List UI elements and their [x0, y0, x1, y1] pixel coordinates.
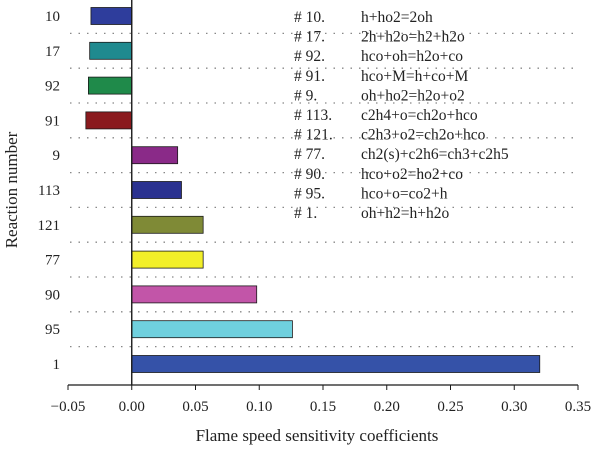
y-axis-title: Reaction number — [2, 131, 21, 248]
legend-reaction: hco+o2=ho2+co — [361, 166, 463, 183]
x-tick-label: 0.30 — [501, 399, 527, 415]
bar-reaction-10 — [90, 7, 133, 25]
x-tick-label: 0.10 — [246, 399, 272, 415]
bar-reaction-90 — [131, 285, 258, 304]
x-tick-label: 0.25 — [437, 399, 463, 415]
legend-number: # 95. — [294, 185, 325, 202]
legend-number: # 92. — [294, 48, 325, 65]
legend-number: # 1. — [294, 205, 317, 222]
y-tick-label: 113 — [38, 183, 60, 199]
legend: # 10. h+ho2=2oh # 17. 2h+h2o=h2+h2o # 92. hco… — [294, 9, 509, 222]
y-tick-label: 91 — [45, 113, 60, 129]
axes: 10 17 92 91 9 113 121 77 90 95 1 −0.05 0.00 0.05 0.10 0… — [38, 0, 591, 415]
legend-number: # 91. — [294, 68, 325, 85]
y-tick-label: 92 — [45, 79, 60, 95]
bar-reaction-77 — [131, 250, 204, 269]
legend-number: # 9. — [294, 87, 317, 104]
x-axis-title: Flame speed sensitivity coefficients — [196, 426, 439, 445]
legend-reaction: ch2(s)+c2h6=ch3+c2h5 — [361, 146, 509, 163]
legend-number: # 10. — [294, 9, 325, 26]
legend-number: # 113. — [294, 107, 332, 124]
y-tick-label: 77 — [45, 253, 61, 269]
x-tick-label: 0.20 — [374, 399, 400, 415]
legend-number: # 121. — [294, 127, 333, 144]
bar-reaction-17 — [89, 41, 133, 60]
x-tick-label: 0.05 — [182, 399, 208, 415]
bar-reaction-121 — [131, 215, 204, 234]
y-tick-label: 121 — [38, 218, 61, 234]
legend-number: # 17. — [294, 29, 325, 46]
bar-reaction-1 — [131, 355, 541, 373]
bar-reaction-9 — [131, 146, 179, 165]
legend-reaction: c2h3+o2=ch2o+hco — [361, 127, 486, 144]
bar-reaction-113 — [131, 181, 182, 199]
legend-reaction: hco+o=co2+h — [361, 185, 448, 202]
y-tick-label: 90 — [45, 287, 60, 303]
legend-number: # 77. — [294, 146, 325, 163]
legend-reaction: hco+oh=h2o+co — [361, 48, 463, 65]
y-tick-label: 1 — [53, 357, 61, 373]
legend-reaction: oh+ho2=h2o+o2 — [361, 87, 465, 104]
legend-reaction: hco+M=h+co+M — [361, 68, 469, 85]
y-tick-label: 95 — [45, 322, 60, 338]
legend-reaction: oh+h2=h+h2o — [361, 205, 449, 222]
y-tick-label: 17 — [45, 44, 61, 60]
legend-reaction: 2h+h2o=h2+h2o — [361, 29, 465, 46]
x-tick-label: 0.35 — [565, 399, 591, 415]
y-tick-label: 10 — [45, 9, 60, 25]
x-tick-label: −0.05 — [51, 399, 86, 415]
bar-reaction-92 — [88, 76, 133, 95]
x-tick-label: 0.00 — [119, 399, 145, 415]
legend-number: # 90. — [294, 166, 325, 183]
bar-reaction-91 — [85, 111, 133, 130]
y-tick-label: 9 — [53, 148, 61, 164]
legend-reaction: c2h4+o=ch2o+hco — [361, 107, 478, 124]
x-tick-label: 0.15 — [310, 399, 336, 415]
legend-reaction: h+ho2=2oh — [361, 9, 433, 26]
bar-reaction-95 — [131, 320, 293, 339]
